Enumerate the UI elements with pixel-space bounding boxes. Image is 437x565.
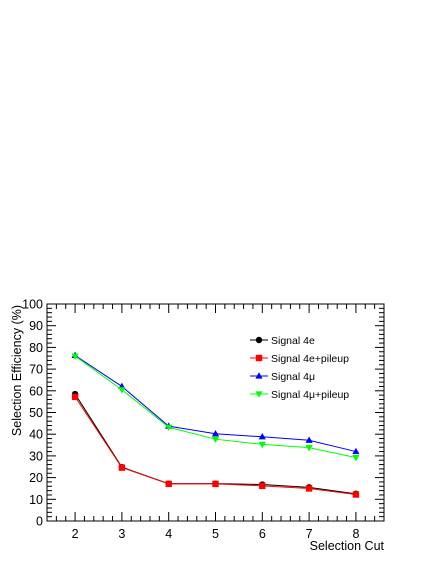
legend-item: Signal 4μ+pileup: [250, 389, 349, 401]
legend-label: Signal 4μ+pileup: [271, 389, 349, 401]
data-point: [305, 445, 313, 452]
legend-marker: [255, 336, 263, 344]
data-point: [352, 447, 360, 455]
data-point: [71, 353, 79, 360]
series-2: [71, 393, 360, 498]
y-tick-label: 90: [29, 319, 43, 333]
legend-item: Signal 4e: [250, 335, 315, 347]
series-4: [71, 353, 360, 462]
series-group: [71, 351, 360, 498]
data-point: [211, 429, 220, 437]
y-tick-label: 10: [29, 493, 43, 507]
legend-marker: [255, 391, 263, 398]
legend-label: Signal 4e+pileup: [271, 353, 349, 365]
data-point: [258, 433, 266, 440]
plot-frame: [46, 303, 385, 522]
x-tick-label: 7: [306, 527, 313, 541]
data-point: [259, 482, 266, 490]
y-tick-label: 20: [29, 471, 43, 485]
data-point: [212, 480, 219, 488]
x-tick-label: 2: [72, 527, 79, 541]
legend-label: Signal 4μ: [271, 371, 315, 383]
legend: Signal 4e Signal 4e+pileup Signal 4μ Signal…: [250, 335, 349, 401]
data-point: [352, 491, 360, 498]
data-point: [118, 464, 126, 471]
data-point: [305, 436, 313, 443]
y-axis-title: Selection Efficiency (%): [10, 305, 24, 436]
series-line: [74, 393, 356, 495]
y-tick-label: 60: [29, 384, 43, 398]
y-tick-label: 40: [29, 428, 43, 442]
x-tick-label: 4: [165, 527, 172, 541]
x-axis-title: Selection Cut: [310, 539, 385, 553]
y-tick-label: 100: [22, 298, 43, 312]
data-point: [165, 480, 172, 488]
data-point: [211, 436, 220, 443]
data-point: [352, 455, 360, 462]
x-tick-label: 5: [212, 527, 219, 541]
y-tick-label: 30: [29, 449, 43, 463]
y-tick-label: 0: [36, 515, 43, 529]
legend-label: Signal 4e: [271, 335, 315, 347]
legend-item: Signal 4e+pileup: [250, 353, 349, 365]
x-tick-label: 3: [118, 527, 125, 541]
data-point: [305, 485, 313, 492]
data-point: [118, 387, 126, 394]
legend-item: Signal 4μ: [250, 371, 315, 383]
data-point: [258, 441, 266, 449]
x-tick-label: 6: [259, 527, 266, 541]
y-tick-label: 80: [29, 341, 43, 355]
series-line: [74, 396, 356, 496]
legend-marker: [255, 372, 263, 379]
x-tick-label: 8: [352, 527, 359, 541]
legend-marker: [255, 354, 263, 362]
data-point: [71, 393, 79, 401]
y-tick-label: 70: [29, 363, 43, 377]
y-tick-label: 50: [29, 406, 43, 420]
data-point: [165, 424, 173, 432]
